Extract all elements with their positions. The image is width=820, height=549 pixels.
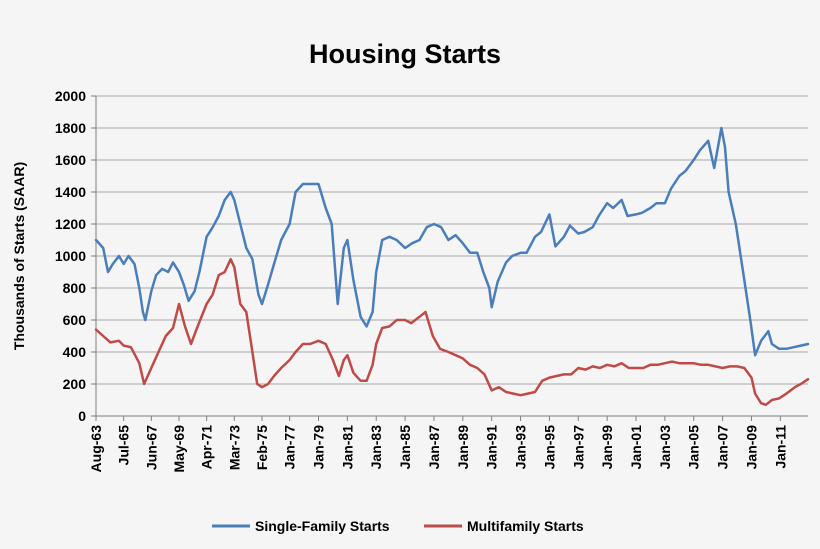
x-tick-label: Aug-63 bbox=[88, 425, 104, 473]
x-tick-label: Jan-77 bbox=[282, 425, 298, 470]
x-tick-label: Jan-03 bbox=[657, 425, 673, 470]
x-tick-label: Jan-99 bbox=[599, 425, 615, 470]
legend: Single-Family Starts Multifamily Starts bbox=[212, 518, 584, 534]
x-tick-label: Apr-71 bbox=[199, 425, 215, 470]
y-tick-label: 1000 bbox=[55, 248, 86, 264]
x-tick-label: Jan-05 bbox=[686, 425, 702, 470]
y-tick-label: 1400 bbox=[55, 184, 86, 200]
chart-title: Housing Starts bbox=[309, 39, 501, 69]
x-tick-label: Jan-89 bbox=[455, 425, 471, 470]
x-axis-ticks: Aug-63 Jul-65 Jun-67 May-69 Apr-71 Mar-73 Feb-… bbox=[88, 416, 788, 472]
x-tick-label: Jan-95 bbox=[541, 425, 557, 470]
x-tick-label: Jan-09 bbox=[743, 425, 759, 470]
x-tick-label: Jul-65 bbox=[116, 425, 132, 466]
gridlines bbox=[95, 95, 808, 417]
y-tick-label: 1800 bbox=[55, 120, 86, 136]
x-tick-label: Jan-11 bbox=[772, 425, 788, 469]
x-tick-label: May-69 bbox=[171, 425, 187, 473]
legend-label: Single-Family Starts bbox=[255, 518, 390, 534]
y-axis-label: Thousands of Starts (SAAR) bbox=[11, 162, 27, 350]
y-tick-label: 1600 bbox=[55, 152, 86, 168]
y-tick-label: 800 bbox=[63, 280, 87, 296]
y-tick-label: 1200 bbox=[55, 216, 86, 232]
x-tick-label: Jan-91 bbox=[484, 425, 500, 470]
x-tick-label: Jan-93 bbox=[513, 425, 529, 470]
legend-label: Multifamily Starts bbox=[467, 518, 584, 534]
x-tick-label: Jan-83 bbox=[368, 425, 384, 470]
y-axis-ticks: 0 200 400 600 800 1000 1200 1400 1600 1800 2000 bbox=[55, 88, 96, 424]
single-family-starts-line bbox=[94, 126, 810, 357]
x-tick-label: Jan-97 bbox=[570, 425, 586, 470]
series-lines bbox=[94, 126, 810, 407]
x-tick-label: Jan-87 bbox=[426, 425, 442, 470]
x-tick-label: Jan-07 bbox=[715, 425, 731, 470]
x-tick-label: Mar-73 bbox=[226, 425, 242, 470]
y-tick-label: 600 bbox=[63, 312, 87, 328]
y-tick-label: 400 bbox=[63, 344, 87, 360]
x-tick-label: Jan-85 bbox=[397, 425, 413, 470]
y-tick-label: 200 bbox=[63, 376, 87, 392]
multifamily-starts-line bbox=[94, 257, 810, 407]
x-tick-label: Jan-01 bbox=[628, 425, 644, 470]
x-tick-label: Feb-75 bbox=[254, 425, 270, 470]
x-tick-label: Jan-81 bbox=[339, 425, 355, 470]
x-tick-label: Jun-67 bbox=[143, 425, 159, 470]
y-tick-label: 0 bbox=[78, 408, 86, 424]
x-tick-label: Jan-79 bbox=[311, 425, 327, 470]
y-tick-label: 2000 bbox=[55, 88, 86, 104]
